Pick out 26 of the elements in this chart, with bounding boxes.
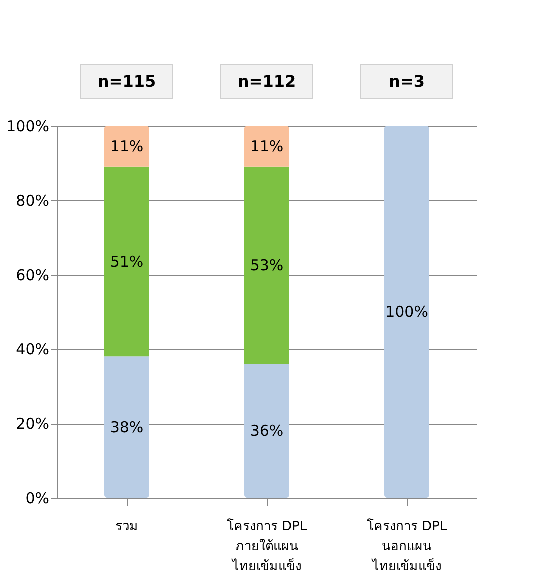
bar	[244, 166, 290, 364]
data-label: 11%	[110, 137, 144, 156]
data-label: 51%	[110, 252, 144, 271]
text: n=115	[98, 72, 156, 91]
y-tick-label: 40%	[16, 340, 50, 359]
bar	[104, 356, 150, 498]
data-label: 100%	[386, 303, 428, 321]
y-tick-label: 0%	[26, 490, 50, 508]
bar	[384, 126, 430, 498]
x-tick-label: รวม	[116, 520, 138, 534]
y-tick-label: 100%	[6, 118, 50, 136]
x-tick-label: โครงการ DPL ภายใต้แผน ไทยเข้มแข็ง	[226, 518, 308, 574]
text: n=112	[238, 72, 296, 91]
text: n=3	[389, 72, 425, 91]
y-tick-label: 60%	[16, 266, 50, 284]
data-label: 11%	[250, 137, 284, 156]
data-label: 36%	[250, 422, 284, 440]
data-label: 53%	[250, 256, 284, 274]
bar	[244, 364, 290, 498]
bar	[104, 166, 150, 357]
x-tick-label: โครงการ DPL นอกแผน ไทยเข้มแข็ง	[366, 518, 448, 574]
data-label: 38%	[110, 418, 144, 436]
y-tick-label: 80%	[16, 192, 50, 210]
bar	[104, 126, 150, 167]
y-tick-label: 20%	[16, 415, 50, 434]
bar	[244, 126, 290, 167]
